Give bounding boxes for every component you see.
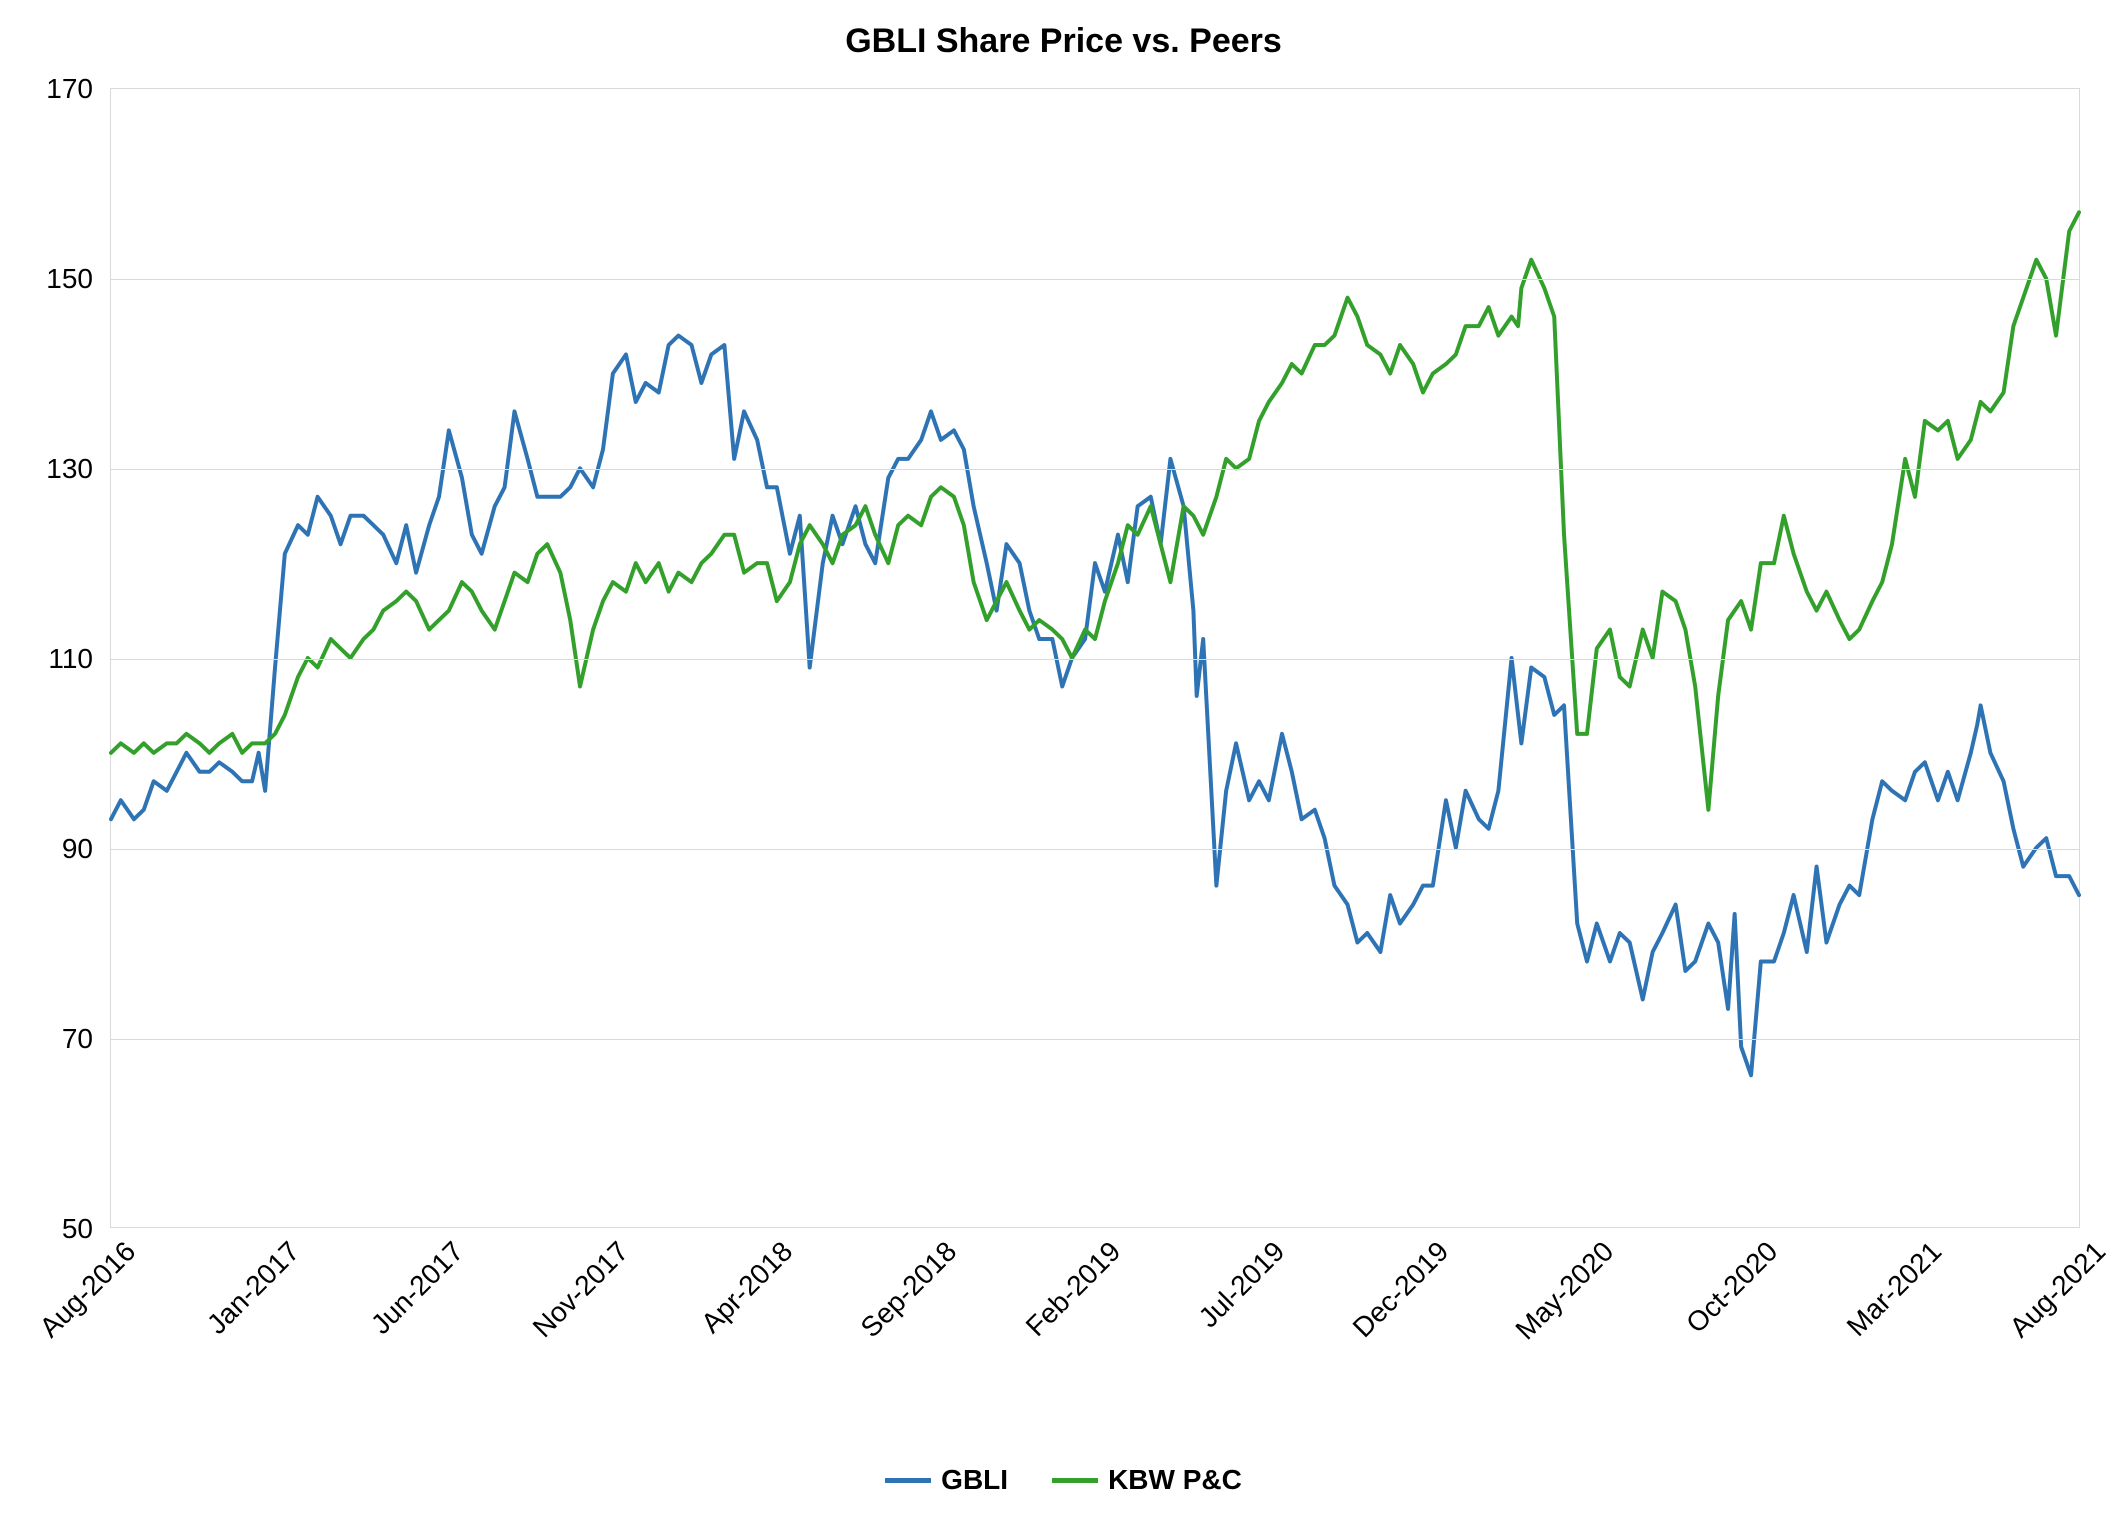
x-tick-label: Dec-2019 [1338,1227,1455,1344]
chart-lines [111,89,2079,1227]
legend-swatch [885,1478,931,1483]
legend: GBLI KBW P&C [0,1464,2127,1496]
y-tick-label: 90 [62,833,111,865]
legend-item-kbw-p-c: KBW P&C [1052,1464,1242,1496]
x-tick-label: Mar-2021 [1832,1227,1948,1343]
x-tick-label: Oct-2020 [1671,1227,1784,1340]
legend-label: GBLI [941,1464,1008,1496]
gridline [111,849,2079,850]
x-tick-label: Sep-2018 [846,1227,963,1344]
gridline [111,659,2079,660]
x-tick-label: Apr-2018 [686,1227,799,1340]
series-line-kbw-p-c [111,212,2079,809]
x-tick-label: Jun-2017 [357,1227,471,1341]
y-tick-label: 130 [46,453,111,485]
plot-area: 507090110130150170Aug-2016Jan-2017Jun-20… [110,88,2080,1228]
chart-container: GBLI Share Price vs. Peers 5070901101301… [0,0,2127,1532]
chart-title: GBLI Share Price vs. Peers [0,22,2127,61]
x-tick-label: Aug-2021 [1995,1227,2112,1344]
x-tick-label: May-2020 [1500,1227,1619,1346]
legend-item-gbli: GBLI [885,1464,1008,1496]
legend-label: KBW P&C [1108,1464,1242,1496]
gridline [111,279,2079,280]
gridline [111,1039,2079,1040]
gridline [111,469,2079,470]
legend-swatch [1052,1478,1098,1483]
x-tick-label: Nov-2017 [518,1227,635,1344]
y-tick-label: 70 [62,1023,111,1055]
y-tick-label: 170 [46,73,111,105]
y-tick-label: 150 [46,263,111,295]
x-tick-label: Jul-2019 [1184,1227,1291,1334]
x-tick-label: Feb-2019 [1011,1227,1127,1343]
x-tick-label: Jan-2017 [193,1227,307,1341]
y-tick-label: 110 [48,643,111,675]
series-line-gbli [111,336,2079,1076]
